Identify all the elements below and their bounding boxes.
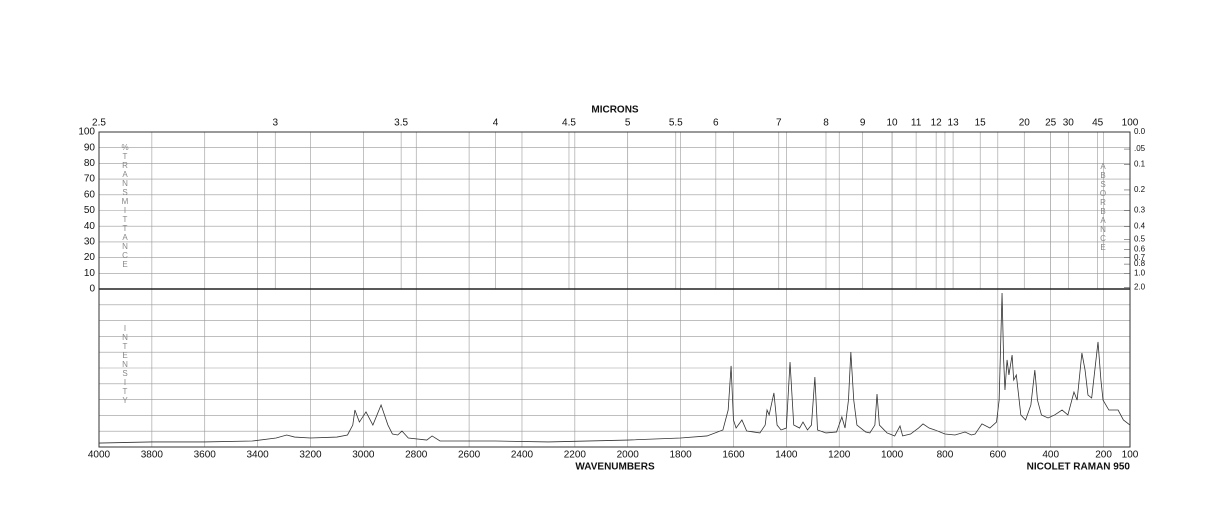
x-tick-label: 1000 (881, 450, 904, 461)
y-tick-label: 60 (84, 189, 96, 200)
top-tick-label: 6 (713, 118, 719, 129)
y2-tick-label: 0.8 (1134, 259, 1146, 268)
x-tick-label: 1200 (828, 450, 851, 461)
top-tick-label: 12 (931, 118, 943, 129)
y2-tick-label: 0.1 (1134, 159, 1146, 168)
y-tick-label: 90 (84, 142, 96, 153)
top-tick-label: 11 (911, 118, 922, 129)
y2-tick-label: 0.2 (1134, 185, 1146, 194)
top-tick-label: 8 (823, 118, 829, 129)
y-tick-label: 100 (78, 127, 95, 138)
y-tick-label: 0 (89, 284, 95, 295)
y2-tick-label: 0.3 (1134, 205, 1146, 214)
top-axis-title: MICRONS (591, 105, 639, 116)
x-tick-label: 100 (1122, 450, 1139, 461)
top-tick-label: 4 (493, 118, 499, 129)
y-tick-label: 80 (84, 158, 96, 169)
x-tick-label: 1800 (669, 450, 692, 461)
x-tick-label: 3400 (246, 450, 269, 461)
x-axis-title: WAVENUMBERS (575, 462, 655, 473)
y2-tick-label: 0.5 (1134, 234, 1146, 243)
x-tick-label: 3000 (352, 450, 375, 461)
x-tick-label: 1400 (775, 450, 798, 461)
y2-tick-label: 2.0 (1134, 283, 1146, 292)
top-tick-label: 9 (860, 118, 866, 129)
y-tick-label: 10 (84, 268, 96, 279)
top-tick-label: 10 (887, 118, 899, 129)
y-tick-label: 50 (84, 205, 96, 216)
top-tick-label: 45 (1092, 118, 1104, 129)
y-tick-label: 70 (84, 174, 96, 185)
y2-tick-label: 1.0 (1134, 268, 1146, 277)
x-tick-label: 3200 (299, 450, 322, 461)
top-tick-label: 5.5 (669, 118, 683, 129)
vertical-axis-label: % T R A N S M I T T A N C E (121, 143, 128, 269)
x-tick-label: 2600 (458, 450, 481, 461)
instrument-annotation: NICOLET RAMAN 950 (1027, 462, 1131, 473)
y2-tick-label: 0.4 (1134, 222, 1146, 231)
top-tick-label: 7 (776, 118, 782, 129)
top-tick-label: 25 (1045, 118, 1057, 129)
x-tick-label: 600 (989, 450, 1006, 461)
x-tick-label: 400 (1042, 450, 1059, 461)
y2-tick-label: 0.6 (1134, 245, 1146, 254)
top-tick-label: 3 (272, 118, 278, 129)
x-tick-label: 1600 (722, 450, 745, 461)
spectrum-line (98, 292, 1131, 444)
y-tick-label: 40 (84, 221, 96, 232)
x-tick-label: 2800 (405, 450, 428, 461)
top-tick-label: 30 (1063, 118, 1075, 129)
x-tick-label: 2200 (564, 450, 587, 461)
x-tick-label: 2400 (511, 450, 534, 461)
x-tick-label: 3600 (194, 450, 217, 461)
x-tick-label: 2000 (617, 450, 640, 461)
top-tick-label: 2.5 (92, 118, 106, 129)
top-tick-label: 20 (1019, 118, 1031, 129)
top-tick-label: 13 (948, 118, 960, 129)
top-tick-label: 5 (625, 118, 631, 129)
y-tick-label: 20 (84, 252, 96, 263)
y2-tick-label: 0.0 (1134, 127, 1146, 136)
x-tick-label: 200 (1095, 450, 1112, 461)
x-tick-label: 4000 (88, 450, 111, 461)
y2-tick-label: 0.7 (1134, 253, 1146, 262)
top-tick-label: 15 (975, 118, 987, 129)
y2-tick-label: .05 (1134, 144, 1146, 153)
top-tick-label: 100 (1122, 118, 1139, 129)
x-tick-label: 3800 (141, 450, 164, 461)
y-tick-label: 30 (84, 237, 96, 248)
x-tick-label: 800 (937, 450, 954, 461)
top-tick-label: 4.5 (562, 118, 576, 129)
top-tick-label: 3.5 (394, 118, 408, 129)
